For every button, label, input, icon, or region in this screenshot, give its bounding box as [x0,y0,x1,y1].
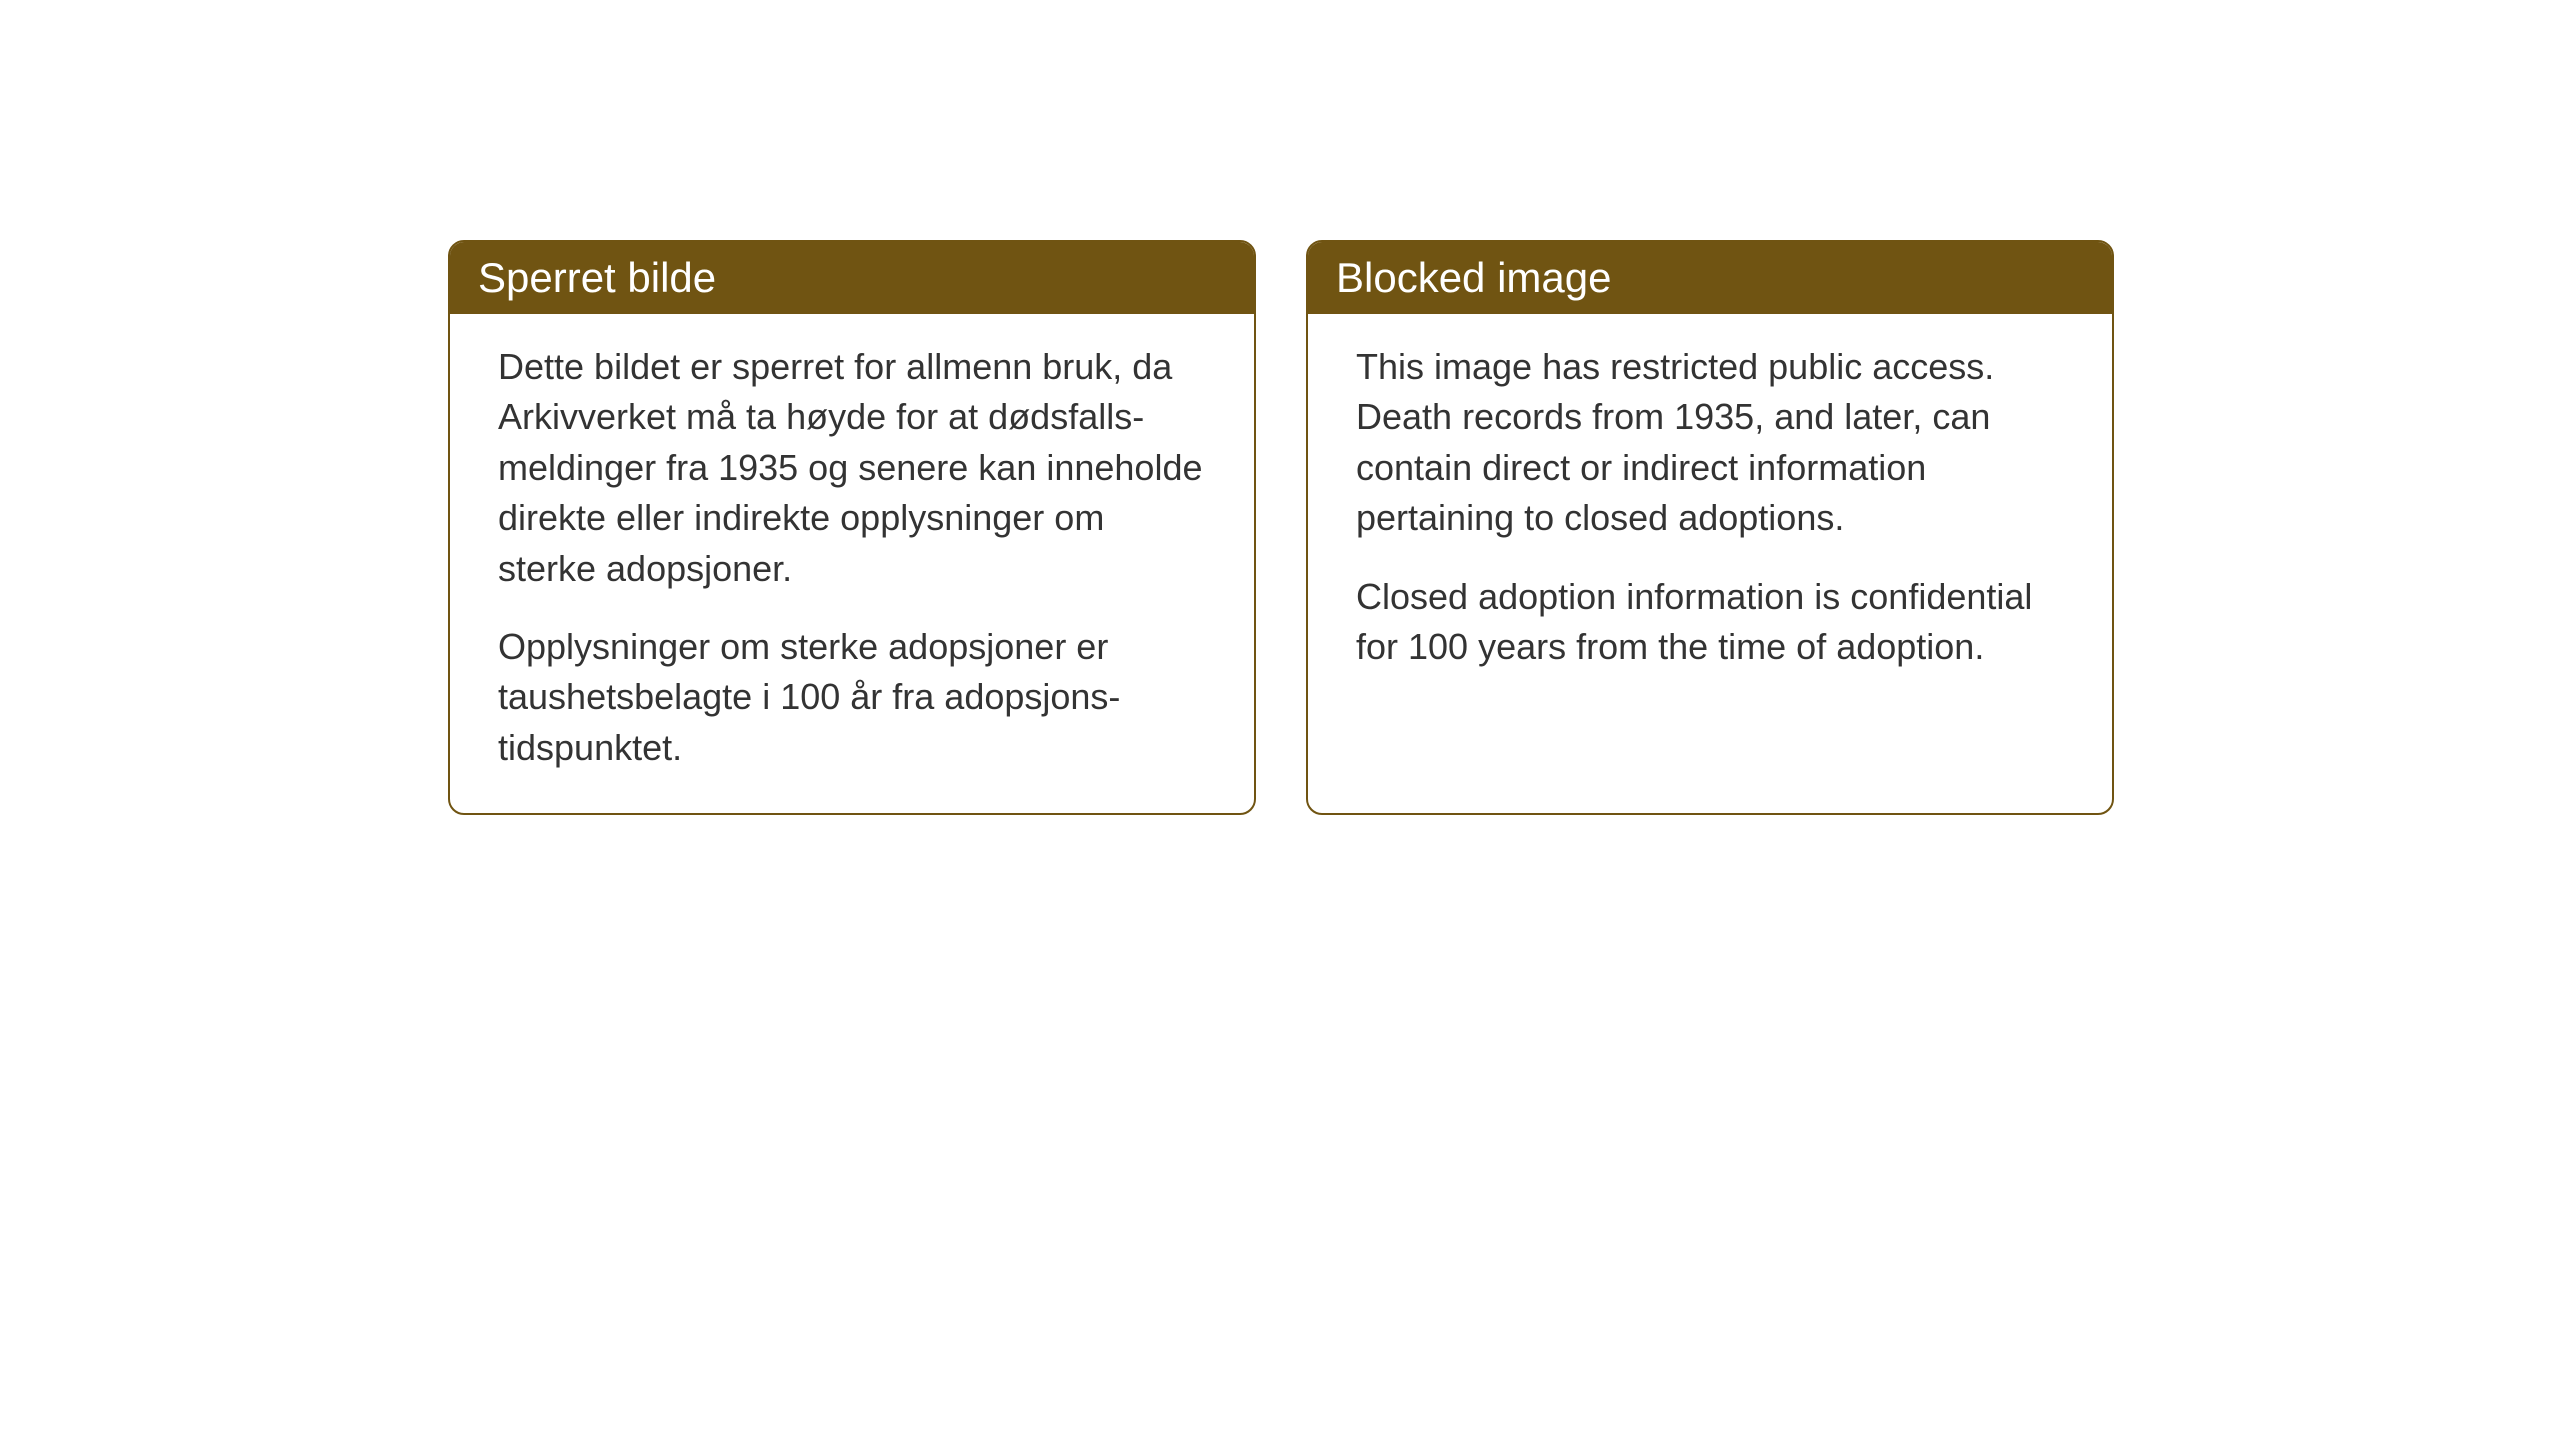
english-card-body: This image has restricted public access.… [1308,314,2112,712]
norwegian-paragraph-1: Dette bildet er sperret for allmenn bruk… [498,342,1206,594]
english-card-title: Blocked image [1308,242,2112,314]
english-paragraph-1: This image has restricted public access.… [1356,342,2064,544]
english-paragraph-2: Closed adoption information is confident… [1356,572,2064,673]
norwegian-paragraph-2: Opplysninger om sterke adopsjoner er tau… [498,622,1206,773]
notice-cards-container: Sperret bilde Dette bildet er sperret fo… [448,240,2114,815]
norwegian-notice-card: Sperret bilde Dette bildet er sperret fo… [448,240,1256,815]
norwegian-card-body: Dette bildet er sperret for allmenn bruk… [450,314,1254,813]
english-notice-card: Blocked image This image has restricted … [1306,240,2114,815]
norwegian-card-title: Sperret bilde [450,242,1254,314]
